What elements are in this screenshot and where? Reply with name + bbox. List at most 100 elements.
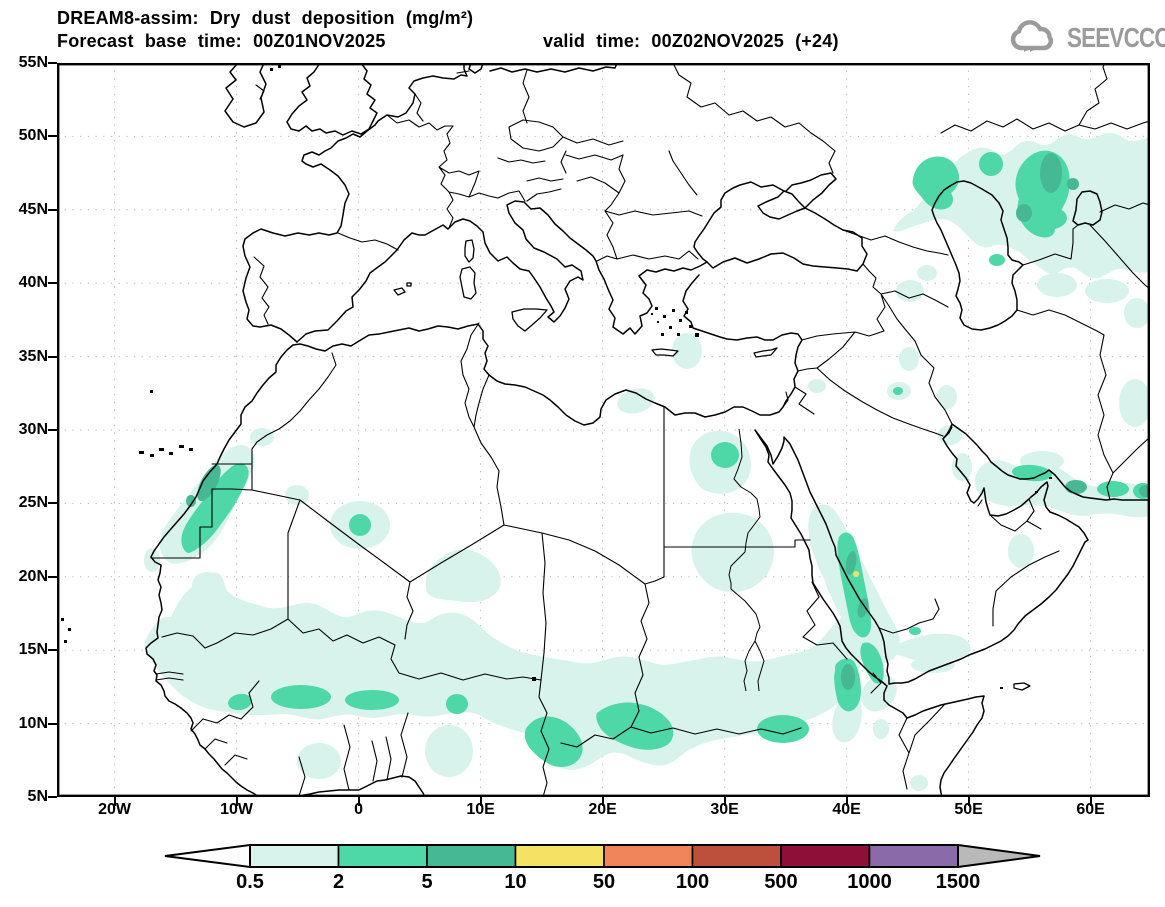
dust-yemen-coast — [892, 633, 971, 661]
dust-hejaz-dark — [845, 551, 857, 575]
y-axis-tick — [48, 502, 57, 505]
dust-sudan-core — [757, 715, 809, 743]
aegean-islands — [651, 307, 699, 337]
dust-hormuz-dark — [1065, 480, 1087, 494]
sardinia — [459, 266, 477, 300]
dust-wsahara-dark-2 — [186, 495, 196, 507]
dust-asir-dark — [857, 598, 869, 618]
x-axis-label: 10E — [466, 801, 495, 818]
dust-ustyurt — [1037, 273, 1077, 297]
dust-wsahara-core — [181, 463, 249, 553]
x-axis-label: 50E — [954, 801, 983, 818]
y-axis-tick — [48, 429, 57, 431]
dust-aden-spot — [909, 627, 921, 635]
map-frame — [57, 63, 1150, 797]
borders-east-africa — [802, 581, 946, 790]
dust-ethiopia-2 — [873, 719, 889, 739]
dust-kazakh-core-m — [979, 152, 1003, 176]
x-axis-label: 10W — [220, 801, 254, 818]
dust-kazakh-core-w — [912, 156, 959, 210]
x-axis-label: 40E — [832, 801, 861, 818]
crete — [651, 348, 679, 357]
dust-ghana — [297, 743, 341, 779]
y-axis-label: 25N — [18, 494, 48, 512]
x-axis-tick — [1089, 797, 1092, 806]
x-axis-tick — [113, 797, 116, 806]
colorbar-segment — [249, 844, 340, 868]
dust-layer-yellow-10-50 — [853, 571, 859, 577]
x-axis-label: 20E — [588, 801, 617, 818]
dust-kazakh-dark-2 — [1016, 204, 1032, 222]
dust-layer-dark-5-10 — [186, 153, 1150, 690]
dust-kazakh-spot — [931, 187, 945, 199]
socotra — [1013, 682, 1031, 691]
coast-mediterranean-north — [296, 200, 868, 343]
coastlines — [145, 63, 1150, 797]
y-axis-tick — [48, 135, 57, 138]
x-axis-label: 30E — [710, 801, 739, 818]
colorbar-label: 100 — [675, 871, 710, 893]
cyprus — [753, 347, 778, 358]
dust-turkmenistan — [1124, 298, 1150, 328]
dust-karabogaz-spot — [989, 254, 1005, 266]
dust-iraq-core — [893, 387, 903, 395]
y-axis-label: 30N — [18, 421, 48, 438]
y-axis-label: 35N — [18, 347, 48, 365]
y-axis-tick — [48, 282, 57, 285]
corsica — [464, 239, 475, 263]
borders-west-africa — [155, 499, 802, 797]
coast-ireland — [224, 63, 267, 128]
islands — [61, 65, 1052, 691]
dust-somalia — [910, 775, 928, 791]
y-axis-label: 40N — [18, 274, 48, 292]
borders-middle-east — [782, 229, 1060, 634]
x-axis-tick — [357, 797, 360, 806]
colorbar-segment — [603, 844, 694, 868]
coast-atlantic-europe — [242, 63, 618, 343]
colorbar-label: 1500 — [935, 871, 981, 893]
dust-sw-egypt — [691, 512, 774, 593]
dust-sw-iran — [937, 385, 957, 409]
dust-e-caspian — [1085, 279, 1129, 303]
dust-oman-inland — [1008, 534, 1034, 568]
colorbar-segment — [691, 844, 782, 868]
coast-africa-levant — [145, 274, 803, 797]
sicily — [511, 308, 548, 332]
colorbar-segment — [514, 844, 605, 868]
colorbar-overflow-arrow — [957, 843, 1041, 869]
y-axis-label: 45N — [18, 200, 48, 218]
dust-egypt-core — [711, 442, 739, 468]
dust-jordan — [808, 379, 826, 393]
dust-mali-core-2 — [345, 690, 399, 710]
y-axis-tick — [48, 722, 57, 725]
dust-makran-dark — [1139, 485, 1150, 497]
x-axis-label: 0 — [354, 801, 364, 818]
dust-senegal-coast — [144, 548, 160, 572]
valid-time: valid time: 00Z02NOV2025 (+24) — [543, 31, 839, 51]
colorbar-underflow-arrow — [164, 843, 251, 869]
caspian-sea — [931, 180, 1024, 331]
colorbar-segment — [868, 844, 959, 868]
dust-ne-iraq — [899, 347, 919, 371]
logo-text: SEEVCCC — [1067, 22, 1165, 53]
y-axis-tick — [48, 355, 57, 358]
dust-azerbaijan — [917, 265, 937, 281]
x-axis-tick — [967, 797, 970, 806]
dust-atlas-spot — [250, 428, 274, 446]
y-axis-label: 55N — [18, 54, 48, 71]
colorbar-label: 2 — [332, 871, 345, 893]
dust-asir-core — [860, 642, 884, 684]
dust-nmali-core — [349, 514, 371, 536]
colorbar-segment — [426, 844, 517, 868]
dust-wsahara-dark — [197, 464, 221, 502]
dust-mauritania-spot — [192, 572, 222, 598]
y-axis-label: 15N — [18, 641, 48, 659]
aral-sea — [1072, 190, 1103, 226]
colorbar-label: 1000 — [847, 871, 892, 893]
page-title: DREAM8-assim: Dry dust deposition (mg/m²… — [57, 8, 474, 28]
borders-north-africa — [150, 322, 811, 728]
dust-crete-se — [672, 333, 702, 369]
colorbar-label: 50 — [592, 871, 616, 893]
dust-ne-libya — [617, 388, 655, 414]
